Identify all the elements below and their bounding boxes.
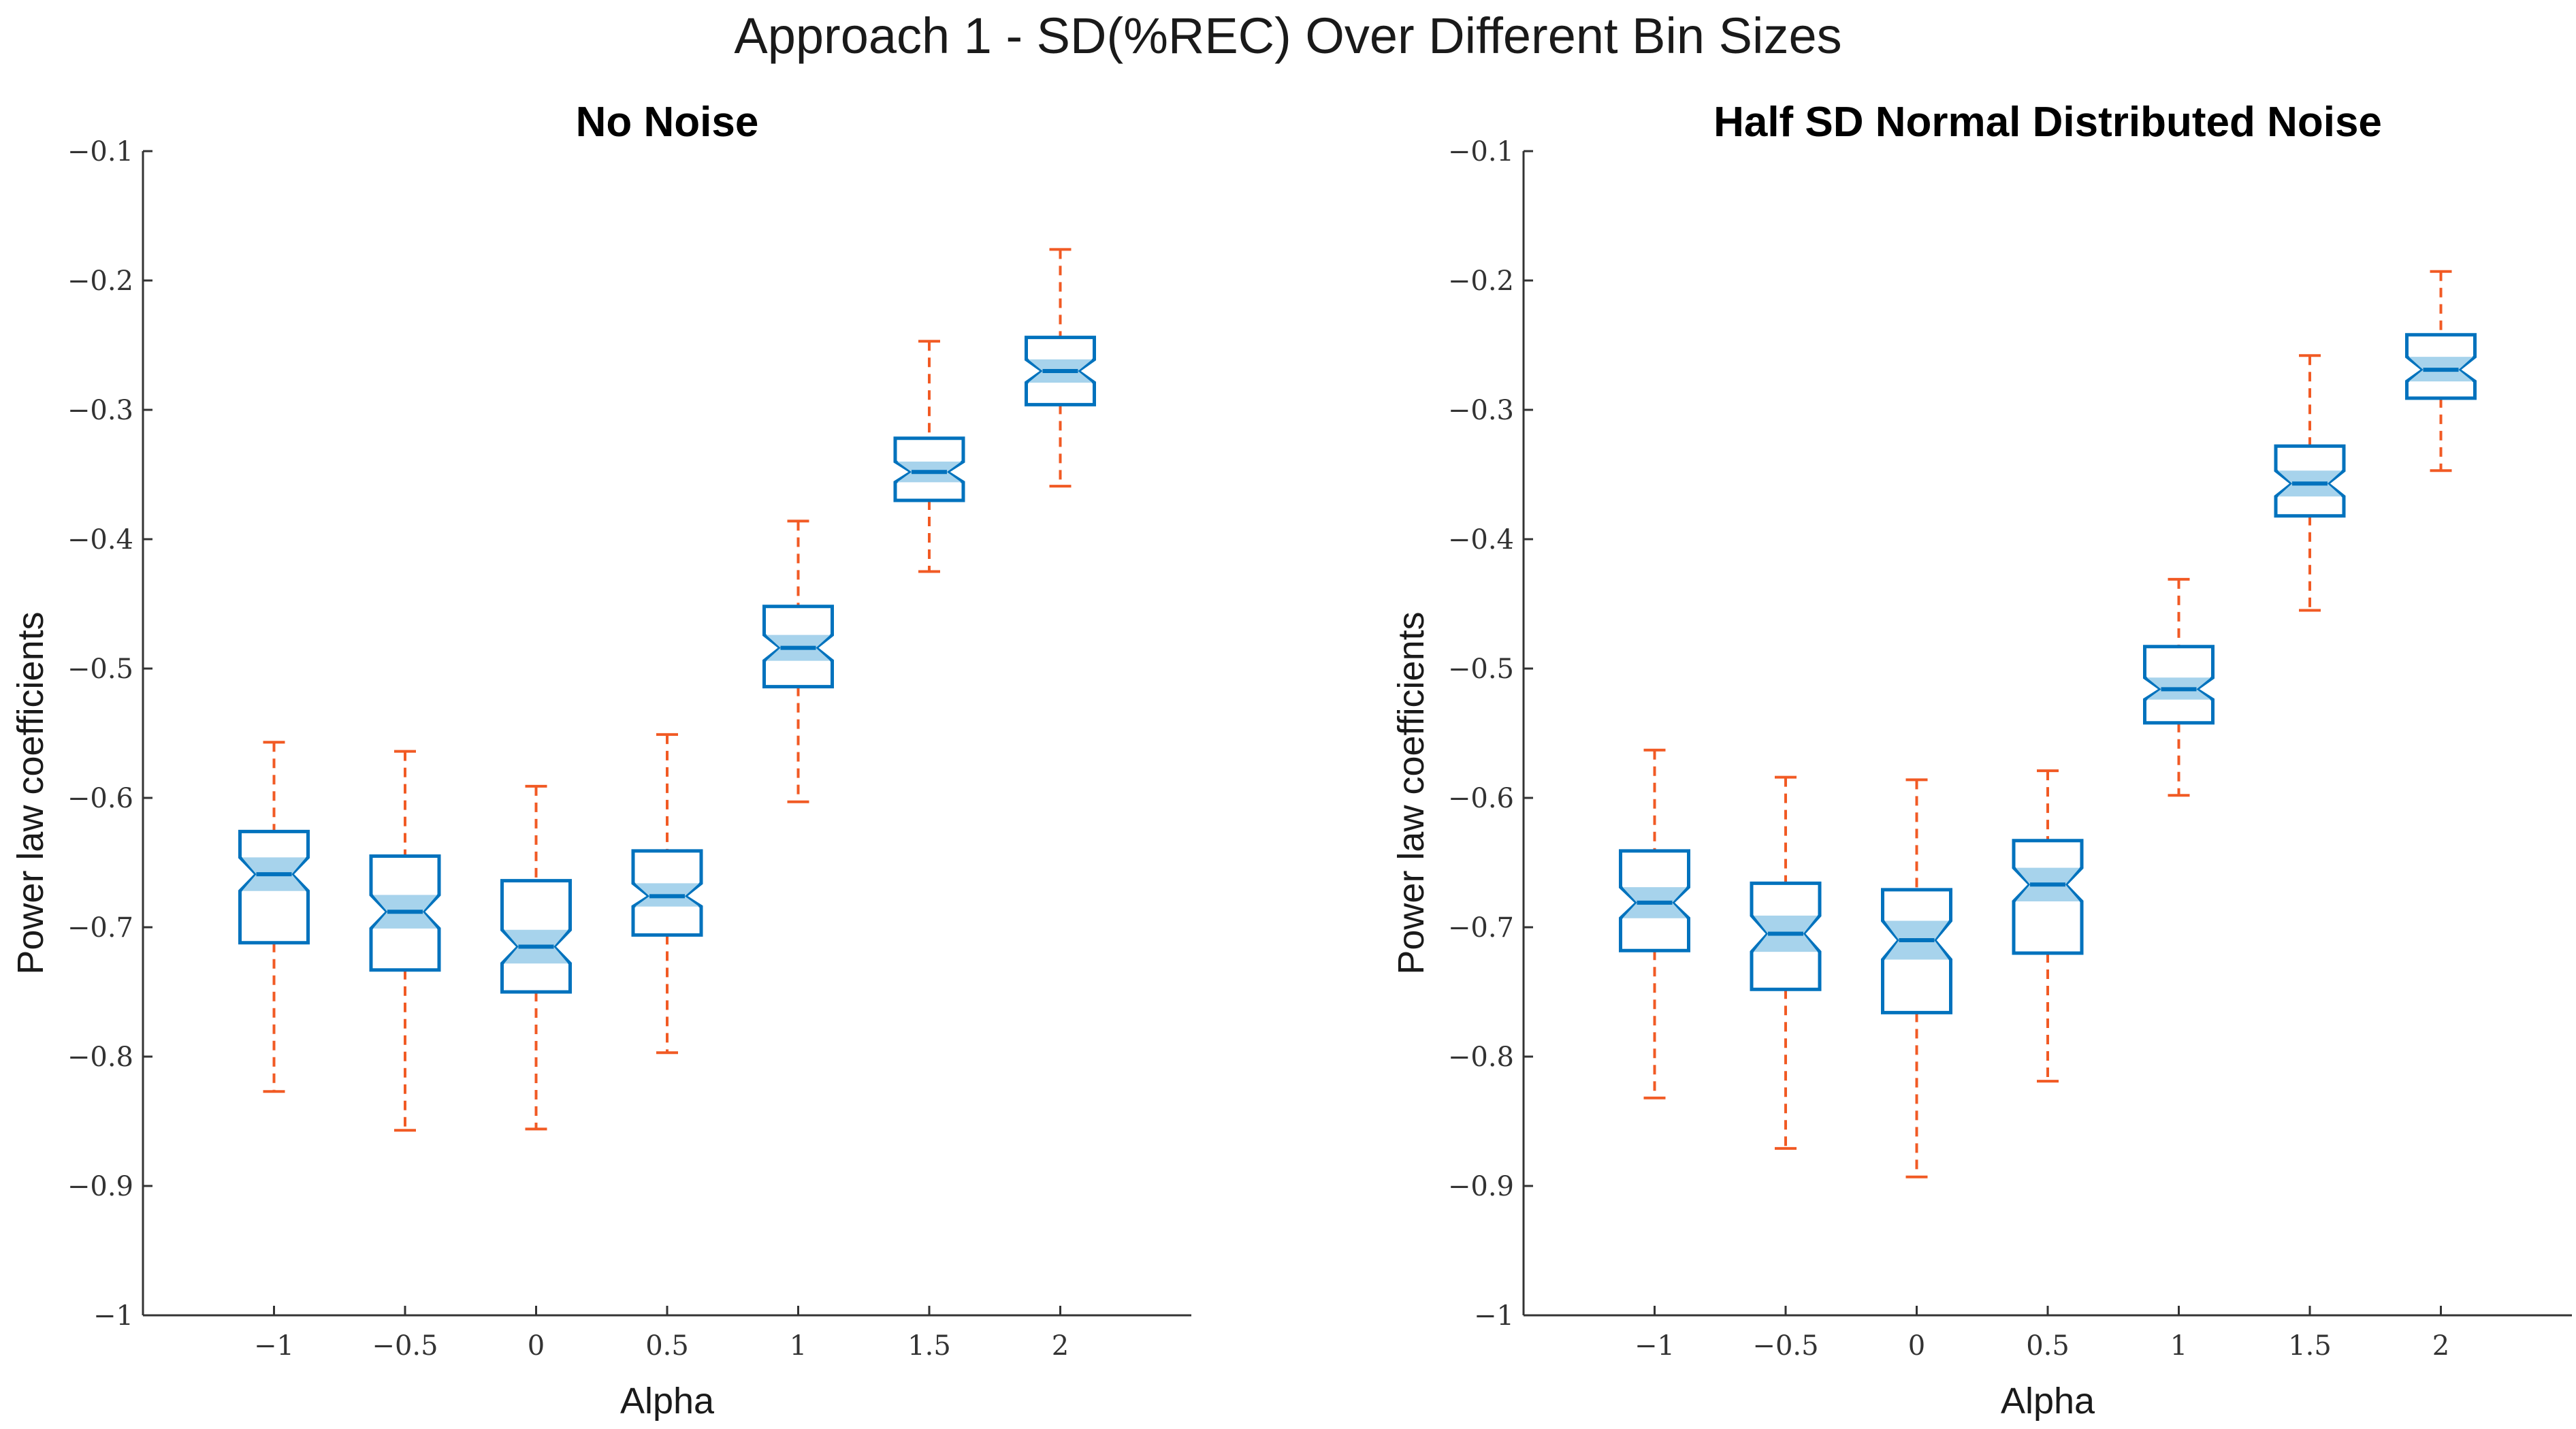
y-axis-label: Power law coefficients [10, 611, 51, 974]
x-tick-label: 1.5 [907, 1330, 951, 1362]
y-tick-label: −0.7 [67, 912, 133, 944]
x-tick-label: −1 [254, 1330, 294, 1362]
x-tick-label: 2 [1052, 1330, 1069, 1362]
x-tick-label: 0.5 [2026, 1330, 2070, 1362]
box-group [2012, 769, 2084, 1083]
y-tick-label: −0.7 [1448, 912, 1514, 944]
box-group [1619, 748, 1690, 1099]
y-tick-label: −0.6 [67, 783, 133, 814]
y-tick-label: −0.3 [67, 395, 133, 426]
panel-title: No Noise [576, 99, 759, 146]
y-tick-label: −0.6 [1448, 783, 1514, 814]
y-axis-label: Power law coefficients [1391, 611, 1432, 974]
plot-area: −1 −0.9 −0.8 −0.7 −0.6 −0.5 −0.4 −0.3 −0.2 −0.1 −1… [1448, 136, 2572, 1362]
y-tick-label: −0.2 [1448, 266, 1514, 297]
y-tick-label: −1 [1474, 1300, 1514, 1332]
y-tick-label: −0.2 [67, 266, 133, 297]
y-tick-label: −0.4 [67, 524, 133, 556]
box-group [500, 784, 572, 1131]
box-group [1025, 248, 1096, 488]
box-group [1750, 775, 1822, 1150]
figure-title: Approach 1 - SD(%REC) Over Different Bin… [734, 7, 1841, 64]
x-axis-label: Alpha [620, 1381, 715, 1422]
x-tick-label: 0 [528, 1330, 545, 1362]
y-tick-label: −0.5 [67, 654, 133, 685]
y-tick-label: −0.3 [1448, 395, 1514, 426]
x-tick-label: −1 [1635, 1330, 1675, 1362]
box-group [631, 733, 703, 1055]
box-group [369, 750, 441, 1132]
plot-area: −1 −0.9 −0.8 −0.7 −0.6 −0.5 −0.4 −0.3 −0.2 −0.1 −1… [67, 136, 1191, 1362]
x-tick-label: 1 [2170, 1330, 2187, 1362]
y-tick-label: −0.8 [1448, 1042, 1514, 1073]
box-group [893, 340, 965, 573]
x-tick-label: −0.5 [372, 1330, 438, 1362]
x-tick-label: 2 [2432, 1330, 2449, 1362]
box-group [2405, 270, 2477, 472]
y-tick-label: −0.1 [67, 136, 133, 167]
y-tick-label: −0.9 [1448, 1171, 1514, 1202]
x-tick-label: 1.5 [2288, 1330, 2332, 1362]
panel-half-sd-noise: Half SD Normal Distributed Noise Alpha P… [1391, 99, 2572, 1422]
x-tick-label: 1 [790, 1330, 807, 1362]
x-tick-label: −0.5 [1752, 1330, 1818, 1362]
y-tick-label: −0.8 [67, 1042, 133, 1073]
box-group [238, 741, 310, 1093]
y-tick-label: −0.9 [67, 1171, 133, 1202]
box-group [2143, 577, 2215, 797]
panel-no-noise: No Noise Alpha Power law coefficients −1… [10, 99, 1191, 1422]
y-tick-label: −0.4 [1448, 524, 1514, 556]
y-tick-label: −0.1 [1448, 136, 1514, 167]
x-tick-label: 0 [1908, 1330, 1925, 1362]
y-tick-label: −0.5 [1448, 654, 1514, 685]
y-tick-label: −1 [93, 1300, 133, 1332]
panel-title: Half SD Normal Distributed Noise [1713, 99, 2382, 146]
box-group [2274, 354, 2346, 612]
box-group [762, 519, 834, 803]
x-axis-label: Alpha [2001, 1381, 2095, 1422]
box-group [1881, 778, 1952, 1178]
x-tick-label: 0.5 [645, 1330, 689, 1362]
